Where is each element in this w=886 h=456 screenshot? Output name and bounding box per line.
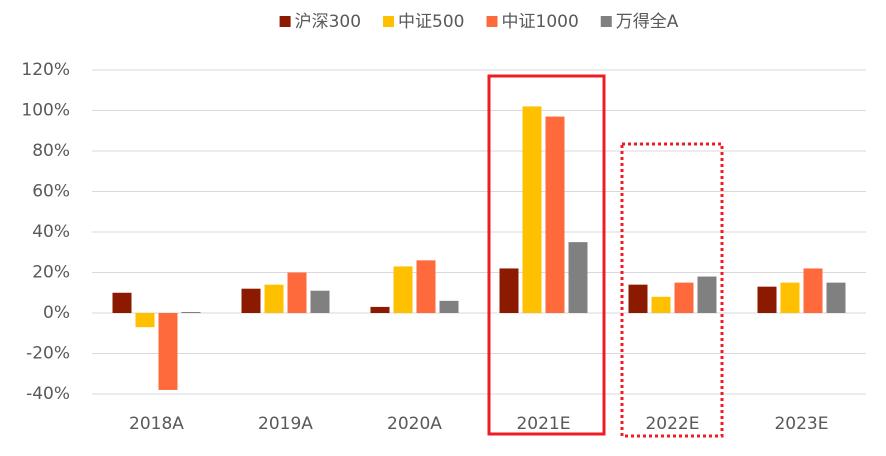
x-tick-label: 2021E xyxy=(516,414,570,434)
legend-label: 中证1000 xyxy=(502,12,579,32)
legend-swatch xyxy=(486,16,498,27)
bars: 2018A 2019A 2020A 2021E 2022E 2023E xyxy=(112,106,846,434)
y-tick-label: 100% xyxy=(21,101,70,121)
y-tick-label: 40% xyxy=(32,222,70,242)
bar xyxy=(522,106,542,313)
bar xyxy=(545,116,565,313)
bar xyxy=(757,286,777,313)
y-tick-label: 20% xyxy=(32,263,70,283)
x-tick-label: 2019A xyxy=(258,414,313,434)
bar xyxy=(674,282,694,313)
legend-swatch xyxy=(383,16,395,27)
x-tick-label: 2023E xyxy=(774,414,828,434)
bar xyxy=(780,282,800,313)
bar xyxy=(370,306,390,313)
x-tick-label: 2022E xyxy=(645,414,699,434)
y-tick-label: 0% xyxy=(43,303,70,323)
y-tick-label: 120% xyxy=(21,60,70,80)
bar xyxy=(651,296,671,313)
bar xyxy=(112,292,132,313)
bar xyxy=(135,313,155,328)
legend-swatch xyxy=(279,16,291,27)
y-tick-label: 80% xyxy=(32,141,70,161)
bar xyxy=(697,276,717,313)
y-tick-label: -20% xyxy=(26,344,70,364)
x-tick-label: 2020A xyxy=(387,414,442,434)
bar xyxy=(241,288,261,313)
legend-label: 中证500 xyxy=(398,12,464,32)
bar xyxy=(264,284,284,313)
legend-swatch xyxy=(600,16,612,27)
bar xyxy=(499,268,519,313)
bar xyxy=(181,311,201,313)
y-tick-label: -40% xyxy=(26,384,70,404)
bar xyxy=(439,300,459,313)
bar xyxy=(158,313,178,390)
legend: 沪深300 中证500 中证1000 万得全A xyxy=(279,12,679,32)
bar xyxy=(287,272,307,313)
x-tick-label: 2018A xyxy=(129,414,184,434)
bar xyxy=(393,266,413,313)
highlight-box xyxy=(487,74,606,436)
highlight-box-dotted xyxy=(620,142,724,438)
bar xyxy=(628,284,648,313)
y-tick-label: 60% xyxy=(32,182,70,202)
bar xyxy=(803,268,823,313)
legend-label: 万得全A xyxy=(616,12,679,32)
bar xyxy=(826,282,846,313)
grid: -40% -20% 0% 20% 40% 60% 80% 100% 120% xyxy=(21,60,866,404)
bar xyxy=(416,260,436,313)
bar xyxy=(568,242,588,313)
legend-label: 沪深300 xyxy=(295,12,361,32)
bar xyxy=(310,290,330,313)
